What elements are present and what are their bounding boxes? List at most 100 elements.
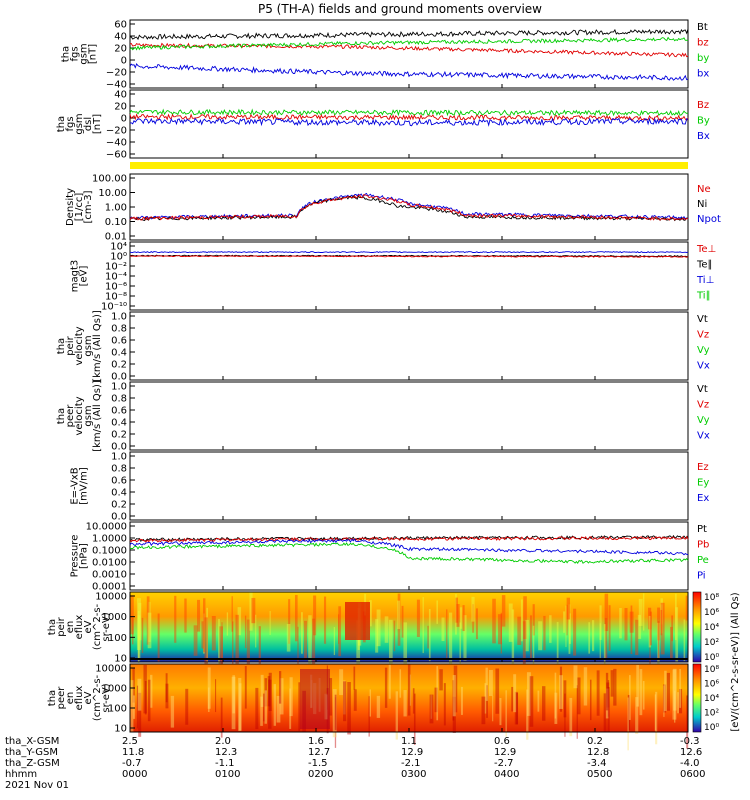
heatmap-streak [429, 694, 434, 724]
heatmap-streak [343, 680, 346, 715]
heatmap-streak [679, 689, 683, 714]
heatmap-streak [459, 622, 461, 668]
y-axis-label: Pressure [70, 535, 81, 578]
heatmap-streak [218, 618, 220, 667]
series-line-blue [129, 62, 689, 81]
heatmap-streak [529, 615, 532, 661]
y-axis-label: gsm [83, 335, 94, 356]
heatmap-streak [608, 605, 611, 651]
colorbar-tick-label: 10⁶ [704, 608, 719, 618]
y-axis-label: Density [65, 188, 76, 226]
series-line-blue [129, 251, 689, 254]
y-tick-label: 1.0 [111, 312, 127, 323]
heatmap-streak [532, 625, 535, 681]
heatmap-streak [511, 609, 515, 665]
y-tick-label: 20 [114, 44, 127, 55]
heatmap-streak [235, 614, 239, 668]
legend-entry: Vt [697, 384, 708, 395]
legend-entry: Vz [697, 330, 709, 341]
heatmap-streak [563, 611, 566, 633]
heatmap-streak [566, 604, 568, 636]
heatmap-streak [430, 694, 433, 719]
heatmap-streak [384, 616, 389, 643]
heatmap-streak [130, 680, 134, 732]
legend-entry: Te∥ [696, 260, 713, 271]
heatmap-streak [289, 688, 292, 729]
heatmap-streak [605, 672, 609, 711]
heatmap-streak [137, 610, 140, 664]
y-axis-label: fgs [70, 46, 81, 61]
y-tick-label: 10000 [95, 592, 127, 603]
heatmap-streak [273, 684, 276, 726]
y-tick-label: 100.00 [92, 174, 127, 185]
heatmap-streak [221, 622, 223, 669]
heatmap-streak [308, 615, 312, 665]
y-tick-label: 1.0 [111, 452, 127, 463]
y-axis-label: gsm [79, 43, 90, 64]
legend-entry: Ti∥ [696, 291, 711, 302]
heatmap-streak [269, 611, 271, 636]
heatmap-streak [596, 670, 600, 716]
panel-peir_en: 10000 1000 100 10 thapeirenefluxeV(cm^2-s-sr… [47, 591, 719, 681]
series-line-red [129, 42, 689, 58]
heatmap-streak [249, 592, 253, 631]
heatmap-streak [511, 686, 514, 712]
heatmap-streak [332, 689, 337, 738]
heatmap-streak [604, 617, 608, 660]
y-tick-label: 40 [114, 90, 127, 101]
heatmap-streak [219, 626, 224, 675]
heatmap-streak [246, 619, 250, 665]
y-tick-label: 0.4 [111, 348, 127, 359]
y-axis-label: eV [83, 620, 94, 633]
heatmap-streak [260, 696, 263, 726]
heatmap-streak [334, 694, 337, 730]
heatmap-streak [416, 599, 420, 637]
legend-entry: Pt [697, 524, 707, 535]
heatmap-streak [603, 624, 606, 674]
series-line-red [129, 194, 689, 221]
heatmap-streak [264, 678, 268, 707]
heatmap-streak [657, 621, 660, 661]
heatmap-streak [143, 664, 147, 714]
heatmap-streak [628, 675, 631, 720]
y-tick-label: 10⁻⁸ [105, 292, 127, 303]
heatmap-streak [591, 620, 595, 652]
y-tick-label: 10000 [95, 664, 127, 675]
heatmap-streak [671, 615, 674, 642]
heatmap-streak [566, 597, 571, 620]
y-axis-label: (cm^2-s- [92, 603, 103, 650]
heatmap-streak [397, 593, 401, 646]
heatmap-streak [132, 617, 134, 645]
legend-entry: Ez [697, 462, 709, 473]
y-tick-label: 10 [114, 724, 127, 735]
heatmap-streak [338, 614, 340, 644]
heatmap-streak [525, 619, 529, 652]
heatmap-streak [543, 615, 546, 651]
heatmap-streak [329, 678, 333, 716]
y-tick-label: 0 [121, 114, 127, 125]
heatmap-streak [573, 608, 577, 656]
heatmap-streak [251, 597, 256, 624]
heatmap-streak [144, 680, 147, 715]
legend-entry: by [697, 53, 709, 64]
heatmap-streak [397, 600, 401, 629]
heatmap-streak [427, 625, 429, 649]
y-axis-label: tha [61, 46, 72, 62]
heatmap-streak [369, 689, 371, 717]
heatmap-streak [486, 685, 488, 718]
heatmap-streak [576, 685, 578, 739]
heatmap-streak [203, 613, 206, 654]
heatmap-streak [526, 672, 531, 716]
x-tick-zgsm: -0.7 [122, 758, 142, 769]
y-tick-label: 10⁻¹⁰ [101, 302, 127, 313]
heatmap-streak [399, 669, 402, 698]
heatmap-streak [649, 611, 652, 646]
panel-stack: 6040200−20−40thafgsgsm[nT]Btbzbybx40200−… [47, 19, 721, 751]
heatmap-streak [288, 599, 291, 644]
legend-entry: bz [697, 38, 709, 49]
heatmap-streak [610, 670, 614, 697]
heatmap-streak [201, 621, 204, 649]
heatmap-streak [238, 683, 242, 731]
x-row-label: 2021 Nov 01 [5, 780, 69, 791]
heatmap-streak [409, 674, 412, 706]
